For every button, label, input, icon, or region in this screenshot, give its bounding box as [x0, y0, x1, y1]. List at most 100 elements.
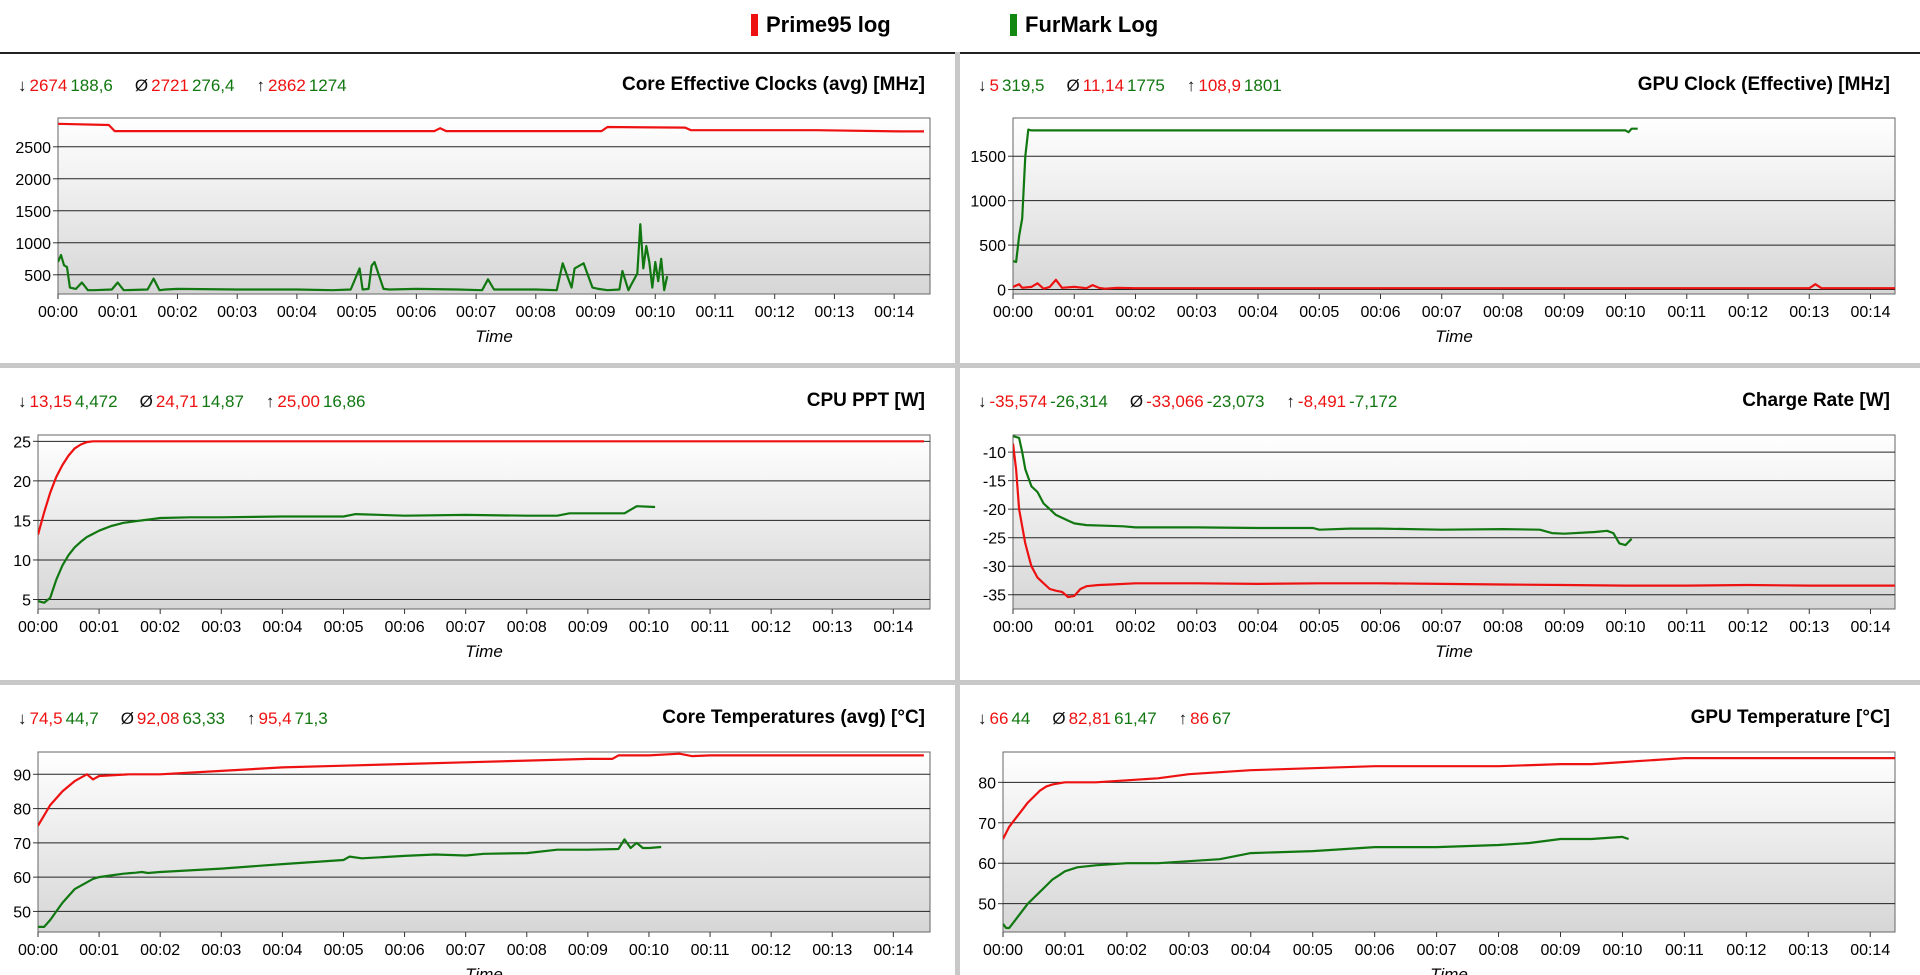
- stat-avg-prime95: 2721: [151, 76, 189, 95]
- stat-max-furmark: 71,3: [294, 709, 328, 728]
- x-tick-label: 00:00: [38, 304, 78, 321]
- stat-min-prime95: 13,15: [29, 392, 73, 411]
- chart-stats: ↓ 13,15 4,472 Ø 24,71 14,87 ↑ 25,00 16,86: [18, 392, 369, 412]
- x-tick-label: 00:06: [385, 619, 425, 636]
- x-tick-label: 00:08: [1483, 304, 1523, 321]
- stat-min-furmark: 4,472: [75, 392, 118, 411]
- x-tick-label: 00:06: [396, 304, 436, 321]
- plot-area: [37, 434, 931, 610]
- y-tick-label: 1500: [15, 204, 51, 221]
- y-tick-label: 10: [13, 553, 31, 570]
- x-tick-label: 00:06: [1360, 304, 1400, 321]
- x-tick-label: 00:09: [576, 304, 616, 321]
- x-tick-label: 00:12: [1728, 619, 1768, 636]
- stat-max-furmark: 16,86: [322, 392, 366, 411]
- stat-min-furmark: 44: [1011, 709, 1031, 728]
- stat-symbol: Ø: [1066, 76, 1080, 95]
- plot-area: [1012, 434, 1896, 610]
- x-tick-label: 00:03: [201, 942, 241, 959]
- legend-swatch-red: [751, 14, 758, 36]
- x-tick-label: 00:02: [140, 942, 180, 959]
- x-tick-label: 00:14: [873, 619, 913, 636]
- y-tick-label: 20: [13, 474, 31, 491]
- x-tick-label: 00:00: [993, 619, 1033, 636]
- x-tick-label: 00:05: [1299, 304, 1339, 321]
- x-tick-label: 00:03: [1169, 942, 1209, 959]
- y-tick-label: 80: [978, 775, 996, 792]
- x-tick-label: 00:05: [323, 619, 363, 636]
- stat-avg-furmark: 63,33: [182, 709, 226, 728]
- x-tick-label: 00:07: [456, 304, 496, 321]
- x-tick-label: 00:10: [1605, 619, 1645, 636]
- stat-symbol: ↓: [978, 392, 987, 411]
- series-line-furmark: [38, 505, 656, 604]
- x-tick-label: 00:07: [1422, 304, 1462, 321]
- x-tick-label: 00:09: [1540, 942, 1580, 959]
- y-tick-label: -10: [983, 445, 1006, 462]
- stat-max-furmark: 1274: [308, 76, 347, 95]
- stat-max-furmark: -7,172: [1349, 392, 1398, 411]
- stat-min-prime95: -35,574: [989, 392, 1048, 411]
- stat-symbol: Ø: [134, 76, 149, 95]
- chart-panel: ↓ -35,574 -26,314 Ø -33,066 -23,073 ↑ -8,491 -7,…: [960, 368, 1920, 680]
- stat-max-prime95: 25,00: [277, 392, 320, 411]
- y-tick-label: 25: [13, 434, 31, 451]
- stat-min-furmark: -26,314: [1050, 392, 1108, 411]
- x-tick-label: 00:08: [1479, 942, 1519, 959]
- series-line-prime95: [58, 122, 924, 133]
- x-tick-label: 00:13: [812, 942, 852, 959]
- chart-title: Core Temperatures (avg) [°C]: [662, 707, 925, 728]
- x-tick-label: 00:05: [323, 942, 363, 959]
- x-tick-label: 00:03: [1177, 304, 1217, 321]
- x-axis-label: Time: [1435, 642, 1473, 661]
- chart-title: GPU Temperature [°C]: [1690, 707, 1890, 728]
- x-axis-label: Time: [475, 327, 513, 346]
- y-tick-label: -15: [983, 474, 1006, 491]
- x-tick-label: 00:10: [1602, 942, 1642, 959]
- x-tick-label: 00:09: [568, 619, 608, 636]
- chart-stats: ↓ 2674 188,6 Ø 2721 276,4 ↑ 2862 1274: [18, 76, 350, 96]
- series-line-furmark: [1013, 127, 1638, 264]
- y-tick-label: 90: [13, 767, 31, 784]
- stat-symbol: Ø: [139, 392, 153, 411]
- y-tick-label: 50: [13, 904, 31, 921]
- x-tick-label: 00:11: [691, 942, 730, 959]
- y-tick-label: -35: [983, 588, 1006, 605]
- chart-panel: ↓ 13,15 4,472 Ø 24,71 14,87 ↑ 25,00 16,86 CPU PPT…: [0, 368, 955, 680]
- x-tick-label: 00:14: [1850, 619, 1890, 636]
- x-tick-label: 00:04: [277, 304, 317, 321]
- x-tick-label: 00:12: [755, 304, 795, 321]
- x-tick-label: 00:01: [1054, 619, 1094, 636]
- y-tick-label: 70: [13, 836, 31, 853]
- x-tick-label: 00:11: [1667, 619, 1706, 636]
- chart-stats: ↓ 66 44 Ø 82,81 61,47 ↑ 86 67: [978, 709, 1234, 729]
- chart-svg: -35 -30 -25 -20 -15 -10 00:00 00:01 00:02 00:03 00…: [983, 434, 1896, 661]
- chart-svg: 5 10 15 20 25 00:00 00:01 00:02 00:03 00:04 00:05 0…: [13, 434, 931, 661]
- y-tick-label: -25: [983, 531, 1006, 548]
- chart-stats: ↓ 74,5 44,7 Ø 92,08 63,33 ↑ 95,4 71,3: [18, 709, 331, 729]
- series-line-furmark: [58, 223, 669, 292]
- stat-avg-prime95: 82,81: [1068, 709, 1112, 728]
- legend-label: FurMark Log: [1025, 12, 1159, 37]
- stat-min-prime95: 66: [989, 709, 1009, 728]
- x-tick-label: 00:09: [568, 942, 608, 959]
- x-tick-label: 00:04: [1238, 619, 1278, 636]
- stat-avg-prime95: 11,14: [1082, 76, 1125, 95]
- x-tick-label: 00:05: [337, 304, 377, 321]
- x-tick-label: 00:05: [1299, 619, 1339, 636]
- y-tick-label: 2000: [15, 172, 51, 189]
- stat-min-prime95: 5: [989, 76, 999, 95]
- chart-stats: ↓ 5 319,5 Ø 11,14 1775 ↑ 108,9 1801: [978, 76, 1285, 96]
- x-tick-label: 00:06: [1360, 619, 1400, 636]
- stat-symbol: Ø: [1052, 709, 1066, 728]
- stat-avg-prime95: 92,08: [136, 709, 180, 728]
- x-tick-label: 00:01: [1054, 304, 1094, 321]
- x-tick-label: 00:01: [98, 304, 138, 321]
- x-tick-label: 00:09: [1544, 304, 1584, 321]
- legend: Prime95 log FurMark Log: [0, 0, 1920, 54]
- legend-item-prime95: Prime95 log: [751, 12, 891, 38]
- y-tick-label: 15: [13, 513, 31, 530]
- x-tick-label: 00:02: [1107, 942, 1147, 959]
- plot-area: [1012, 117, 1896, 295]
- x-tick-label: 00:01: [1045, 942, 1085, 959]
